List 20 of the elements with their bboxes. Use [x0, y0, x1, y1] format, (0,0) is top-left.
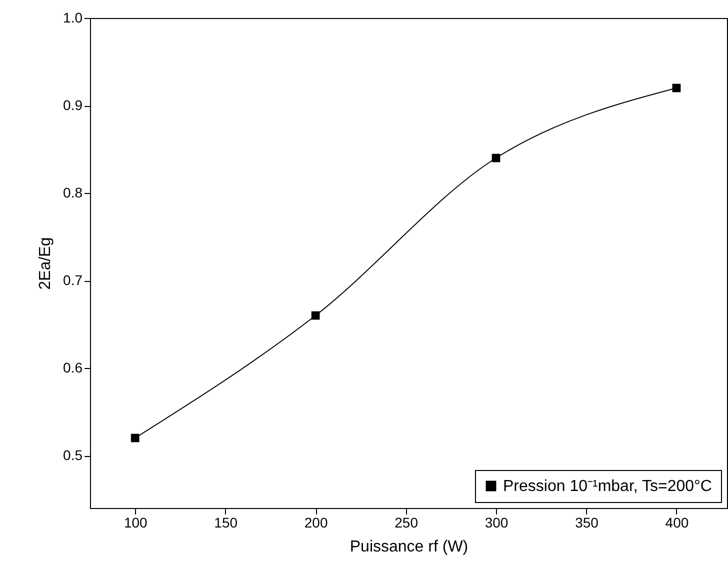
point	[492, 154, 500, 162]
y-tick-label: 1.0	[63, 10, 83, 26]
y-axis-title: 2Ea/Eg	[37, 237, 54, 290]
point	[672, 84, 681, 92]
point	[130, 434, 140, 442]
legend-label: Pression 10⁻¹mbar, Ts=200°C	[503, 478, 712, 495]
y-tick-label: 0.6	[63, 360, 83, 376]
y-tick-label: 0.5	[63, 447, 83, 463]
x-tick-label: 250	[394, 514, 418, 530]
x-tick-label: 350	[575, 514, 599, 530]
y-tick-label: 0.8	[63, 184, 83, 200]
y-tick-label: 0.7	[63, 272, 83, 288]
point	[311, 311, 320, 320]
y-tick-label: 0.9	[63, 97, 83, 113]
x-tick-label: 200	[304, 514, 328, 530]
x-tick-label: 400	[665, 514, 689, 530]
x-tick-label: 300	[484, 514, 508, 530]
x-tick-label: 150	[214, 514, 238, 530]
x-axis-title: Puissance rf (W)	[350, 538, 468, 556]
x-tick-label: 100	[124, 514, 148, 530]
